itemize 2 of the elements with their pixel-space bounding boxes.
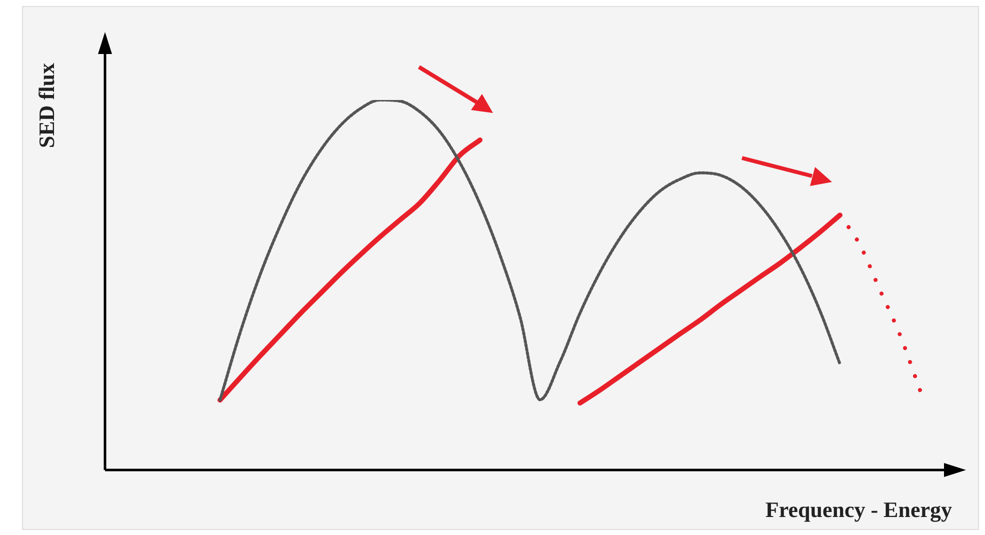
y-axis-title: SED flux [34, 63, 60, 148]
x-axis-title: Frequency - Energy [765, 497, 952, 523]
